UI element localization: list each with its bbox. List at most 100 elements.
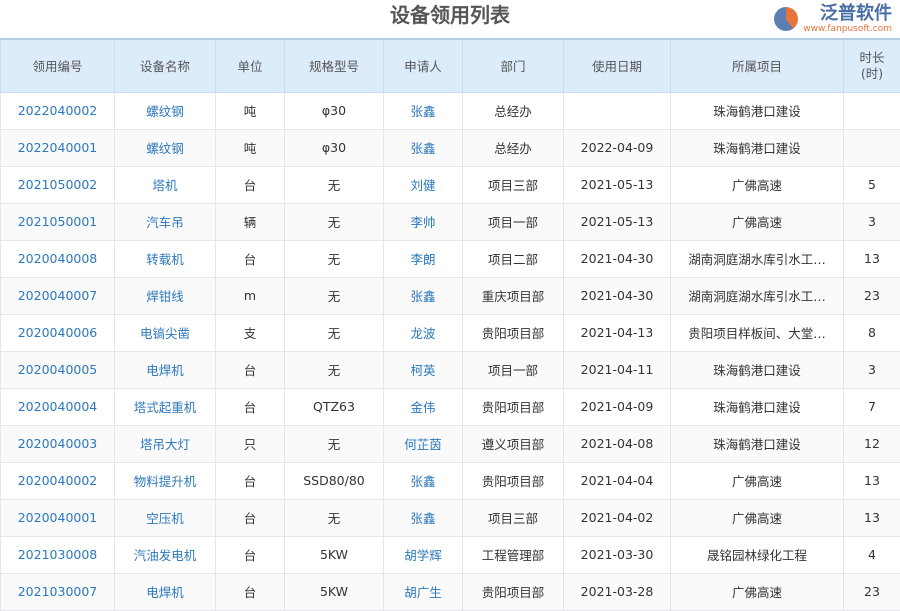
cell-applicant[interactable]: 龙波 <box>384 314 463 351</box>
cell-use-date: 2021-03-28 <box>564 573 671 610</box>
cell-project: 广佛高速 <box>671 499 844 536</box>
cell-device-name[interactable]: 螺纹钢 <box>115 92 216 129</box>
cell-unit: 支 <box>216 314 285 351</box>
cell-spec: φ30 <box>285 129 384 166</box>
cell-id[interactable]: 2021030007 <box>1 573 115 610</box>
cell-use-date: 2021-04-08 <box>564 425 671 462</box>
column-header-id[interactable]: 领用编号 <box>1 39 115 92</box>
cell-id[interactable]: 2020040004 <box>1 388 115 425</box>
cell-id[interactable]: 2020040007 <box>1 277 115 314</box>
cell-spec: 5KW <box>285 573 384 610</box>
cell-id[interactable]: 2021050002 <box>1 166 115 203</box>
cell-applicant[interactable]: 何芷茵 <box>384 425 463 462</box>
cell-device-name[interactable]: 汽车吊 <box>115 203 216 240</box>
watermark-text: 泛普软件 www.fanpusoft.com <box>803 4 892 35</box>
cell-device-name[interactable]: 塔机 <box>115 166 216 203</box>
column-header-unit[interactable]: 单位 <box>216 39 285 92</box>
cell-project: 广佛高速 <box>671 573 844 610</box>
cell-project: 广佛高速 <box>671 462 844 499</box>
cell-applicant[interactable]: 张鑫 <box>384 92 463 129</box>
cell-device-name[interactable]: 电焊机 <box>115 351 216 388</box>
cell-applicant[interactable]: 柯英 <box>384 351 463 388</box>
cell-applicant[interactable]: 李帅 <box>384 203 463 240</box>
cell-use-date: 2021-04-04 <box>564 462 671 499</box>
cell-use-date <box>564 92 671 129</box>
cell-id[interactable]: 2020040001 <box>1 499 115 536</box>
cell-applicant[interactable]: 张鑫 <box>384 462 463 499</box>
cell-device-name[interactable]: 空压机 <box>115 499 216 536</box>
cell-project: 珠海鹤港口建设 <box>671 351 844 388</box>
cell-device-name[interactable]: 汽油发电机 <box>115 536 216 573</box>
cell-id[interactable]: 2022040001 <box>1 129 115 166</box>
cell-id[interactable]: 2021030008 <box>1 536 115 573</box>
column-header-spec[interactable]: 规格型号 <box>285 39 384 92</box>
column-header-project[interactable]: 所属项目 <box>671 39 844 92</box>
cell-device-name[interactable]: 螺纹钢 <box>115 129 216 166</box>
cell-device-name[interactable]: 电镐尖凿 <box>115 314 216 351</box>
cell-device-name[interactable]: 转载机 <box>115 240 216 277</box>
cell-spec: 无 <box>285 166 384 203</box>
cell-spec: QTZ63 <box>285 388 384 425</box>
column-header-device-name[interactable]: 设备名称 <box>115 39 216 92</box>
cell-id[interactable]: 2022040002 <box>1 92 115 129</box>
cell-id[interactable]: 2020040003 <box>1 425 115 462</box>
cell-device-name[interactable]: 电焊机 <box>115 573 216 610</box>
cell-device-name[interactable]: 物料提升机 <box>115 462 216 499</box>
cell-applicant[interactable]: 胡学辉 <box>384 536 463 573</box>
cell-unit: 吨 <box>216 92 285 129</box>
cell-unit: 辆 <box>216 203 285 240</box>
cell-id[interactable]: 2020040002 <box>1 462 115 499</box>
cell-spec: 5KW <box>285 536 384 573</box>
cell-device-name[interactable]: 塔式起重机 <box>115 388 216 425</box>
cell-department: 总经办 <box>463 92 564 129</box>
column-header-department[interactable]: 部门 <box>463 39 564 92</box>
cell-department: 项目一部 <box>463 203 564 240</box>
cell-applicant[interactable]: 刘健 <box>384 166 463 203</box>
cell-id[interactable]: 2020040008 <box>1 240 115 277</box>
cell-id[interactable]: 2020040006 <box>1 314 115 351</box>
cell-duration: 13 <box>844 499 900 536</box>
cell-id[interactable]: 2020040005 <box>1 351 115 388</box>
cell-project: 贵阳项目样板间、大堂… <box>671 314 844 351</box>
column-header-duration[interactable]: 时长(时) <box>844 39 900 92</box>
cell-applicant[interactable]: 金伟 <box>384 388 463 425</box>
cell-duration: 3 <box>844 203 900 240</box>
cell-department: 总经办 <box>463 129 564 166</box>
cell-department: 贵阳项目部 <box>463 573 564 610</box>
column-header-use-date[interactable]: 使用日期 <box>564 39 671 92</box>
cell-applicant[interactable]: 胡广生 <box>384 573 463 610</box>
cell-applicant[interactable]: 张鑫 <box>384 499 463 536</box>
cell-applicant[interactable]: 张鑫 <box>384 129 463 166</box>
cell-device-name[interactable]: 焊钳线 <box>115 277 216 314</box>
cell-applicant[interactable]: 李朗 <box>384 240 463 277</box>
cell-device-name[interactable]: 塔吊大灯 <box>115 425 216 462</box>
cell-use-date: 2021-05-13 <box>564 166 671 203</box>
cell-duration: 7 <box>844 388 900 425</box>
cell-department: 项目二部 <box>463 240 564 277</box>
cell-spec: 无 <box>285 203 384 240</box>
cell-project: 珠海鹤港口建设 <box>671 388 844 425</box>
cell-unit: 台 <box>216 240 285 277</box>
watermark-url: www.fanpusoft.com <box>803 24 892 35</box>
cell-duration: 13 <box>844 462 900 499</box>
cell-duration: 5 <box>844 166 900 203</box>
cell-applicant[interactable]: 张鑫 <box>384 277 463 314</box>
cell-unit: 台 <box>216 388 285 425</box>
equipment-table: 领用编号设备名称单位规格型号申请人部门使用日期所属项目时长(时) 2022040… <box>0 38 900 611</box>
cell-id[interactable]: 2021050001 <box>1 203 115 240</box>
column-header-applicant[interactable]: 申请人 <box>384 39 463 92</box>
